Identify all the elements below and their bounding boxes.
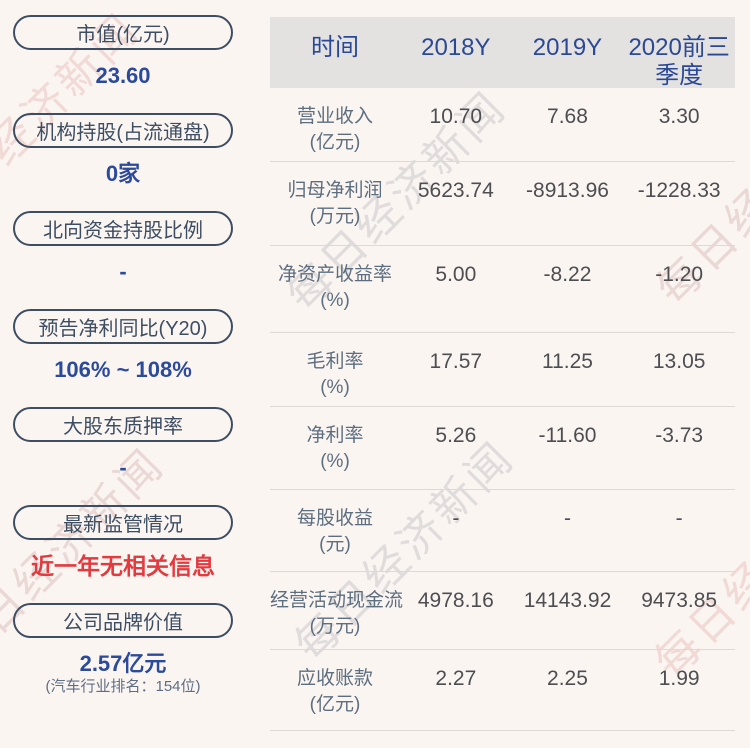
row-unit: (万元)	[309, 616, 361, 637]
stat-label: 北向资金持股比例	[43, 220, 203, 242]
table-row: 归母净利润 (万元) 5623.74 -8913.96 -1228.33	[270, 162, 735, 246]
stat-value: 2.57亿元	[79, 651, 167, 676]
sidebar-item-market-cap: 市值(亿元) 23.60	[13, 15, 235, 113]
row-label: 每股收益 (元)	[270, 490, 400, 571]
cell-value: 17.57	[429, 350, 483, 373]
row-name: 毛利率	[306, 351, 364, 372]
row-unit: (亿元)	[309, 132, 361, 153]
cell-value: -	[563, 507, 571, 530]
cell-value: 13.05	[652, 350, 706, 373]
header-cell-2020q3: 2020前三季度	[628, 34, 730, 89]
sidebar-item-regulatory-status: 最新监管情况 近一年无相关信息	[13, 505, 235, 603]
stat-pill: 公司品牌价值	[13, 603, 233, 638]
financial-table: 时间 2018Y 2019Y 2020前三季度 营业收入 (亿元) 10.70 …	[270, 17, 735, 731]
stat-pill: 机构持股(占流通盘)	[13, 113, 233, 148]
stat-value: -	[119, 259, 127, 284]
table-row: 净利率 (%) 5.26 -11.60 -3.73	[270, 407, 735, 490]
row-name: 营业收入	[296, 106, 373, 127]
row-label: 归母净利润 (万元)	[270, 162, 400, 245]
table-row: 经营活动现金流 (万元) 4978.16 14143.92 9473.85	[270, 572, 735, 650]
stat-value: 23.60	[95, 63, 151, 88]
stat-label: 机构持股(占流通盘)	[36, 122, 210, 144]
cell-value: 3.30	[658, 105, 700, 128]
sidebar-item-institutional-holding: 机构持股(占流通盘) 0家	[13, 113, 235, 211]
cell-value: 5623.74	[417, 179, 494, 202]
cell-value: 5.00	[435, 263, 477, 286]
cell-value: 2.25	[547, 667, 588, 690]
stat-label: 预告净利同比(Y20)	[38, 318, 208, 340]
row-name: 净资产收益率	[277, 264, 392, 285]
row-unit: (%)	[320, 290, 350, 311]
cell-value: -1228.33	[637, 179, 721, 202]
row-unit: (%)	[320, 451, 350, 472]
table-row: 应收账款 (亿元) 2.27 2.25 1.99	[270, 650, 735, 731]
row-label: 毛利率 (%)	[270, 333, 400, 406]
stat-pill: 市值(亿元)	[13, 15, 233, 50]
row-name: 净利率	[306, 425, 364, 446]
cell-value: 11.25	[541, 350, 593, 373]
cell-value: 2.27	[435, 667, 477, 690]
row-unit: (元)	[319, 534, 351, 555]
stat-pill: 北向资金持股比例	[13, 211, 233, 246]
row-name: 经营活动现金流	[270, 590, 404, 611]
row-label: 经营活动现金流 (万元)	[270, 572, 404, 649]
table-row: 毛利率 (%) 17.57 11.25 13.05	[270, 333, 735, 407]
row-label: 净利率 (%)	[270, 407, 400, 489]
cell-value: 1.99	[658, 667, 700, 690]
stat-label: 公司品牌价值	[63, 612, 183, 634]
cell-value: 10.70	[429, 105, 483, 128]
row-name: 应收账款	[296, 668, 373, 689]
stat-value: 0家	[105, 161, 141, 186]
row-label: 应收账款 (亿元)	[270, 650, 400, 730]
stat-label: 大股东质押率	[63, 416, 183, 438]
row-label: 营业收入 (亿元)	[270, 88, 400, 161]
sidebar-item-brand-value: 公司品牌价值 2.57亿元 (汽车行业排名：154位)	[13, 603, 235, 701]
cell-value: -	[452, 507, 460, 530]
sidebar-item-northbound-holding: 北向资金持股比例 -	[13, 211, 235, 309]
stat-pill: 预告净利同比(Y20)	[13, 309, 233, 344]
stat-value: 106% ~ 108%	[54, 357, 192, 382]
cell-value: 4978.16	[417, 589, 494, 612]
table-row: 营业收入 (亿元) 10.70 7.68 3.30	[270, 88, 735, 162]
cell-value: -11.60	[538, 424, 597, 447]
row-unit: (万元)	[309, 206, 361, 227]
stat-value: -	[119, 455, 127, 480]
cell-value: 14143.92	[523, 589, 612, 612]
header-cell-2019: 2019Y	[532, 34, 603, 61]
stats-sidebar: 市值(亿元) 23.60 机构持股(占流通盘) 0家 北向资金持股比例 - 预告…	[13, 15, 235, 701]
header-cell-time: 时间	[311, 34, 359, 61]
cell-value: 5.26	[435, 424, 477, 447]
stat-label: 市值(亿元)	[76, 24, 170, 46]
cell-value: -1.20	[655, 263, 704, 286]
sidebar-item-pledge-ratio: 大股东质押率 -	[13, 407, 235, 505]
stat-pill: 最新监管情况	[13, 505, 233, 540]
table-row: 净资产收益率 (%) 5.00 -8.22 -1.20	[270, 246, 735, 333]
stat-note: (汽车行业排名：154位)	[45, 678, 201, 695]
cell-value: -	[675, 507, 683, 530]
stat-label: 最新监管情况	[63, 514, 183, 536]
table-body: 营业收入 (亿元) 10.70 7.68 3.30 归母净利润 (万元) 562…	[270, 88, 735, 731]
row-unit: (亿元)	[309, 694, 361, 715]
row-name: 归母净利润	[287, 180, 383, 201]
stat-pill: 大股东质押率	[13, 407, 233, 442]
row-label: 净资产收益率 (%)	[270, 246, 400, 332]
table-row: 每股收益 (元) - - -	[270, 490, 735, 572]
cell-value: -8.22	[543, 263, 592, 286]
row-unit: (%)	[320, 377, 350, 398]
stat-value: 近一年无相关信息	[31, 553, 215, 579]
table-header: 时间 2018Y 2019Y 2020前三季度	[270, 17, 735, 89]
header-cell-2018: 2018Y	[421, 34, 491, 61]
row-name: 每股收益	[296, 508, 373, 529]
cell-value: 7.68	[547, 105, 588, 128]
sidebar-item-profit-forecast: 预告净利同比(Y20) 106% ~ 108%	[13, 309, 235, 407]
cell-value: 9473.85	[641, 589, 718, 612]
cell-value: -3.73	[655, 424, 704, 447]
cell-value: -8913.96	[526, 179, 609, 202]
